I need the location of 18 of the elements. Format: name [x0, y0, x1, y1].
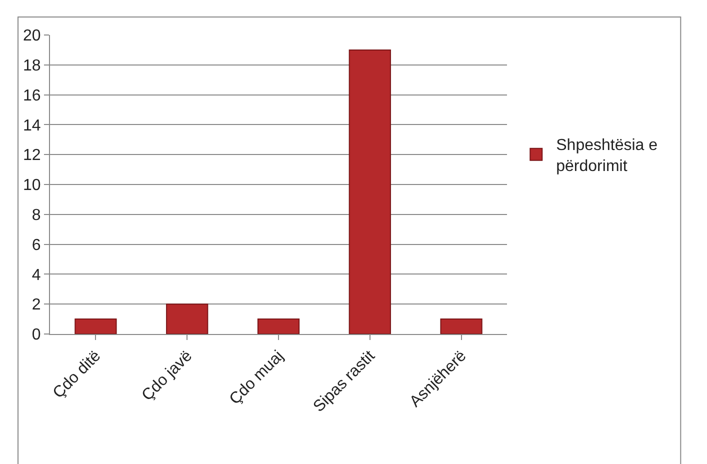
y-tick-label: 4 [32, 266, 41, 284]
y-tick-label: 2 [32, 296, 41, 314]
y-tick-label: 20 [23, 28, 41, 45]
y-tick-label: 12 [23, 147, 41, 164]
y-tick-label: 18 [23, 58, 41, 74]
bar [166, 304, 208, 334]
bar [257, 318, 300, 334]
bar [440, 318, 482, 334]
x-tick-label: Çdo ditë [50, 348, 104, 402]
y-tick-label: 6 [32, 236, 41, 254]
legend-label: Shpeshtësia e përdorimit [556, 137, 658, 176]
bar [348, 49, 391, 334]
y-tick-label: 14 [23, 117, 41, 134]
y-tick-label: 16 [23, 87, 41, 104]
y-tick-label: 8 [32, 207, 41, 224]
y-tick-label: 10 [23, 177, 41, 194]
bar [74, 318, 117, 334]
y-tick-label: 0 [32, 326, 41, 344]
